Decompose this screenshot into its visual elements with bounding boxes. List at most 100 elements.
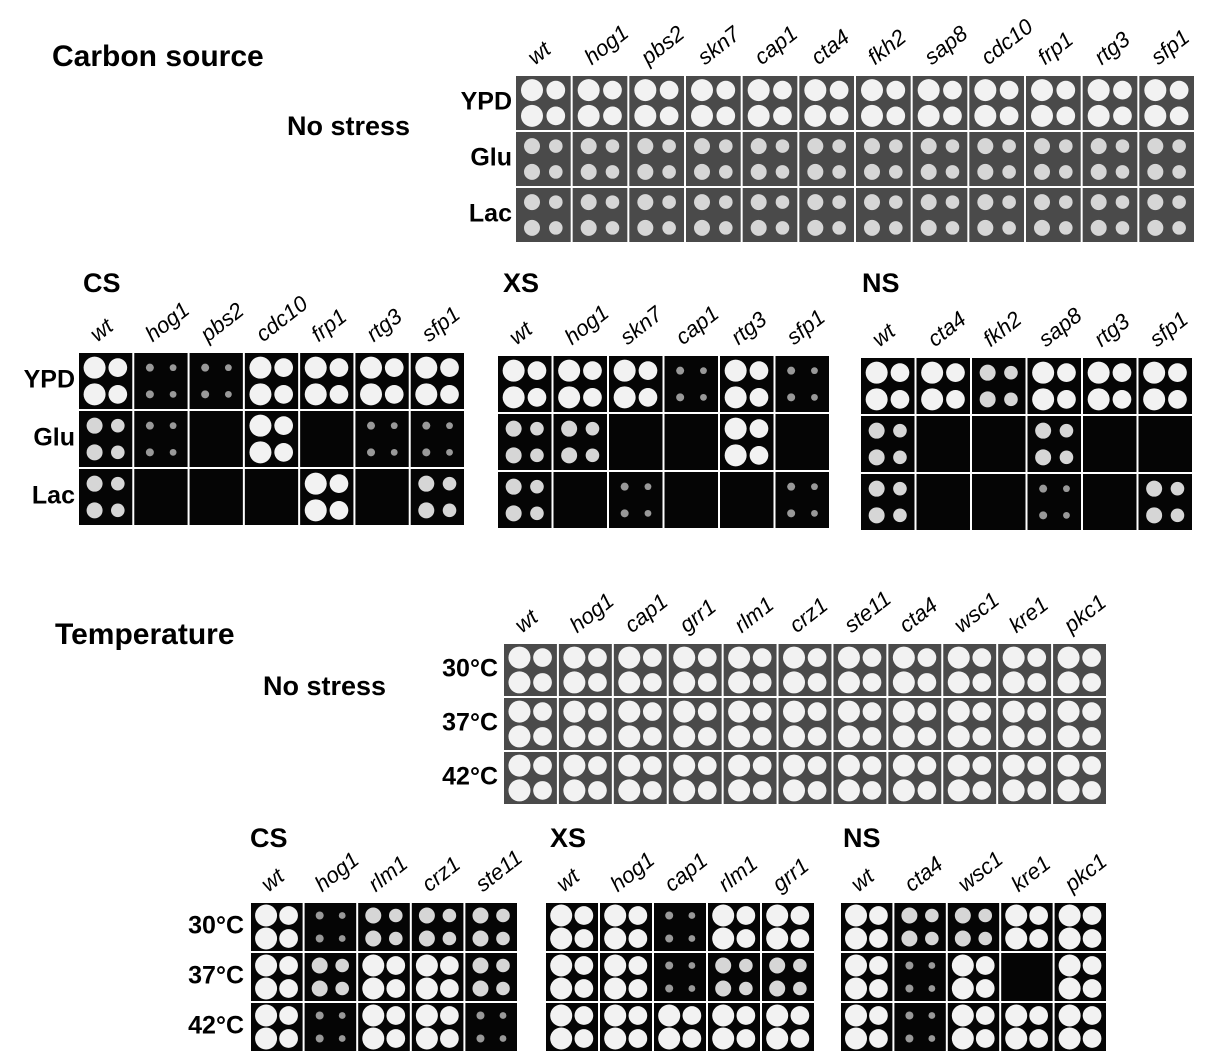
colony-spot <box>496 932 510 946</box>
colony-spot <box>416 978 438 1000</box>
colony-spot <box>563 755 585 777</box>
strain-label: hog1 <box>140 297 194 347</box>
colony-spot <box>618 701 640 723</box>
colony-spot <box>688 962 695 969</box>
colony-spot <box>1091 138 1107 154</box>
colony-spot <box>385 358 404 377</box>
colony-spot <box>712 928 734 950</box>
colony-spot <box>712 1028 734 1050</box>
colony-spot <box>845 905 867 927</box>
colony-spot <box>279 956 298 975</box>
plate-cell <box>629 188 684 242</box>
colony-spot <box>561 421 577 437</box>
colony-spot <box>716 81 735 100</box>
colony-spot <box>618 671 640 693</box>
colony-spot <box>503 386 525 408</box>
colony-spot <box>893 451 907 465</box>
colony-spot <box>330 474 349 493</box>
colony-spot <box>533 727 552 746</box>
colony-spot <box>783 701 805 723</box>
plate-cell <box>665 414 719 470</box>
colony-spot <box>249 357 271 379</box>
colony-spot <box>845 955 867 977</box>
colony-spot <box>503 360 525 382</box>
colony-spot <box>637 220 653 236</box>
colony-spot <box>386 1029 405 1048</box>
colony-spot <box>549 195 563 209</box>
colony-spot <box>255 905 277 927</box>
colony-spot <box>918 781 937 800</box>
plate-cell <box>1001 953 1052 1001</box>
colony-spot <box>952 1005 974 1027</box>
colony-spot <box>1172 221 1186 235</box>
colony-spot <box>1091 164 1107 180</box>
colony-spot <box>305 357 327 379</box>
strain-label: frp1 <box>306 303 351 346</box>
colony-spot <box>1031 105 1053 127</box>
colony-spot <box>972 781 991 800</box>
colony-spot <box>905 1035 913 1043</box>
colony-spot <box>838 647 860 669</box>
strain-label: ste11 <box>470 845 527 897</box>
colony-spot <box>279 1029 298 1048</box>
colony-spot <box>698 727 717 746</box>
colony-spot <box>864 220 880 236</box>
colony-spot <box>978 932 992 946</box>
colony-spot <box>530 480 544 494</box>
colony-spot <box>604 978 626 1000</box>
colony-spot <box>948 755 970 777</box>
colony-spot <box>279 906 298 925</box>
colony-spot <box>360 357 382 379</box>
plate-cell <box>743 132 798 186</box>
colony-spot <box>863 756 882 775</box>
plate-cell <box>498 414 552 470</box>
colony-spot <box>581 220 597 236</box>
plate-cell <box>498 472 552 528</box>
colony-spot <box>688 912 695 919</box>
colony-spot <box>1057 390 1076 409</box>
colony-spot <box>838 701 860 723</box>
colony-spot <box>955 931 971 947</box>
colony-spot <box>972 648 991 667</box>
plate-cell <box>743 188 798 242</box>
plate-cell <box>1139 132 1194 186</box>
section-title: Temperature <box>55 618 235 651</box>
colony-spot <box>603 107 622 126</box>
colony-spot <box>948 779 970 801</box>
colony-spot <box>791 1029 810 1048</box>
colony-spot <box>783 671 805 693</box>
plate-cell <box>799 132 854 186</box>
colony-spot <box>1083 956 1102 975</box>
colony-spot <box>1082 702 1101 721</box>
colony-spot <box>87 418 103 434</box>
colony-spot <box>715 958 731 974</box>
colony-spot <box>1143 388 1165 410</box>
colony-spot <box>751 164 767 180</box>
strain-label: wt <box>523 36 556 70</box>
colony-spot <box>1027 756 1046 775</box>
colony-spot <box>255 1028 277 1050</box>
plate-cell <box>913 132 968 186</box>
colony-spot <box>750 419 769 438</box>
strain-label: wt <box>551 863 584 897</box>
colony-spot <box>533 648 552 667</box>
colony-spot <box>604 1028 626 1050</box>
colony-spot <box>1035 423 1051 439</box>
colony-spot <box>472 958 488 974</box>
colony-spot <box>583 361 602 380</box>
colony-spot <box>845 928 867 950</box>
colony-spot <box>946 221 960 235</box>
colony-spot <box>811 510 818 517</box>
colony-spot <box>274 385 293 404</box>
colony-spot <box>791 906 810 925</box>
colony-spot <box>1059 1005 1081 1027</box>
colony-spot <box>575 956 594 975</box>
colony-spot <box>472 981 488 997</box>
colony-spot <box>629 1029 648 1048</box>
strain-label: skn7 <box>693 21 746 70</box>
colony-spot <box>606 195 620 209</box>
colony-spot <box>443 504 457 518</box>
plate-cell <box>79 411 132 467</box>
colony-spot <box>948 647 970 669</box>
plate-cell <box>1028 416 1082 472</box>
